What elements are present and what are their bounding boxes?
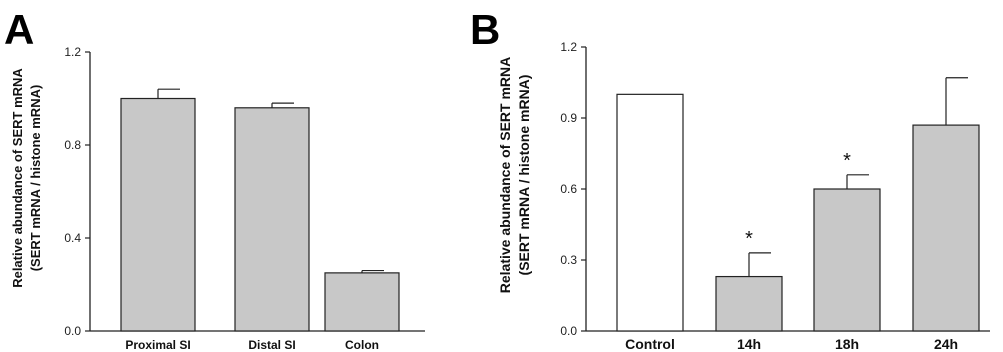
panel-b-y-tick-label: 1.2 bbox=[560, 40, 577, 54]
panel-a: A Relative abundance of SERT mRNA (SERT … bbox=[4, 6, 425, 352]
panel-b-significance-marker: * bbox=[745, 228, 753, 250]
panel-b-plot: 0.0 0.3 0.6 0.9 1.2 Control * 14h * 18h 24h bbox=[560, 40, 990, 352]
panel-b-category-label: 14h bbox=[737, 336, 761, 352]
panel-b-y-tick-label: 0.6 bbox=[560, 182, 577, 196]
panel-b-ylabel-line2: (SERT mRNA / histone mRNA) bbox=[516, 75, 532, 276]
panel-b-y-tick-label: 0.0 bbox=[560, 324, 577, 338]
panel-b-bar bbox=[813, 188, 881, 332]
panel-a-plot: 0.0 0.4 0.8 1.2 Proximal SI Distal SI Colon bbox=[64, 45, 425, 352]
panel-b-ylabel-line1: Relative abundance of SERT mRNA bbox=[497, 57, 513, 294]
panel-a-y-tick-label: 0.4 bbox=[64, 231, 81, 245]
panel-a-category-label: Distal SI bbox=[248, 338, 295, 352]
panel-b-y-tick-label: 0.3 bbox=[560, 253, 577, 267]
panel-a-category-label: Colon bbox=[345, 338, 379, 352]
panel-a-bar bbox=[234, 107, 310, 332]
panel-a-letter: A bbox=[4, 6, 34, 53]
panel-a-y-tick-label: 0.8 bbox=[64, 138, 81, 152]
panel-b-category-label: Control bbox=[625, 336, 675, 352]
panel-a-bar bbox=[120, 97, 196, 332]
panel-b-bar bbox=[616, 93, 684, 332]
panel-a-bar bbox=[324, 272, 400, 332]
panel-b: B Relative abundance of SERT mRNA (SERT … bbox=[470, 6, 990, 352]
panel-a-ylabel-line2: (SERT mRNA / histone mRNA) bbox=[28, 85, 43, 272]
panel-b-bar bbox=[912, 124, 980, 332]
panel-b-y-tick-label: 0.9 bbox=[560, 111, 577, 125]
panel-b-significance-marker: * bbox=[843, 150, 851, 172]
panel-b-letter: B bbox=[470, 6, 500, 53]
panel-b-bar bbox=[715, 275, 783, 332]
panel-a-category-label: Proximal SI bbox=[125, 338, 190, 352]
panel-a-ylabel-line1: Relative abundance of SERT mRNA bbox=[10, 68, 25, 288]
panel-a-y-tick-label: 0.0 bbox=[64, 324, 81, 338]
panel-a-y-tick-label: 1.2 bbox=[64, 45, 81, 59]
panel-b-category-label: 24h bbox=[934, 336, 958, 352]
panel-b-category-label: 18h bbox=[835, 336, 859, 352]
